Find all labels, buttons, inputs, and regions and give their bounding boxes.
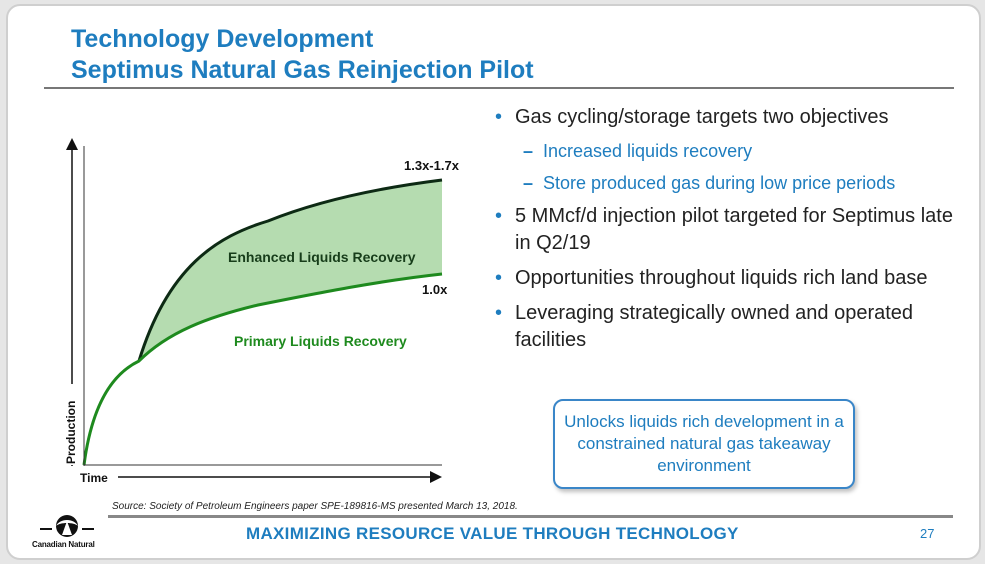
footer-tagline: MAXIMIZING RESOURCE VALUE THROUGH TECHNO… — [246, 524, 739, 543]
primary-multiplier-label: 1.0x — [422, 282, 448, 297]
y-axis-label: Production — [64, 401, 78, 464]
footer-divider — [108, 515, 953, 518]
primary-region-label: Primary Liquids Recovery — [234, 333, 407, 349]
callout-box: Unlocks liquids rich development in a co… — [553, 399, 855, 489]
bullet-list: • Gas cycling/storage targets two objecti… — [493, 104, 963, 362]
primary-recovery-line — [82, 272, 443, 466]
bullet-icon: • — [495, 302, 503, 324]
bullet-icon: • — [495, 267, 503, 289]
sub-bullet-text: Store produced gas during low price peri… — [543, 173, 896, 193]
recovery-chart: 1.3x-1.7x 1.0x Enhanced Liquids Recovery… — [64, 138, 460, 485]
slide-title: Technology Development — [71, 25, 374, 53]
bullet-item: • Opportunities throughout liquids rich l… — [493, 265, 963, 292]
slide-subtitle: Septimus Natural Gas Reinjection Pilot — [71, 56, 534, 84]
source-note: Source: Society of Petroleum Engineers p… — [112, 501, 518, 512]
enhanced-recovery-line — [137, 178, 443, 362]
page-number: 27 — [920, 526, 935, 541]
bullet-text: Gas cycling/storage targets two objectiv… — [515, 106, 889, 128]
bullet-text: Leveraging strategically owned and opera… — [515, 302, 914, 351]
enhanced-region-label: Enhanced Liquids Recovery — [228, 249, 416, 265]
logo-text: Canadian Natural — [32, 540, 95, 549]
sub-bullet-text: Increased liquids recovery — [543, 141, 753, 161]
sub-bullet-item: – Store produced gas during low price per… — [493, 171, 963, 195]
callout-text: Unlocks liquids rich development in a co… — [564, 412, 844, 475]
bullet-item: • Gas cycling/storage targets two objecti… — [493, 104, 963, 131]
bullet-item: • Leveraging strategically owned and oper… — [493, 300, 963, 354]
dash-icon: – — [523, 173, 534, 193]
bullet-icon: • — [495, 106, 503, 128]
slide: Technology Development Septimus Natural … — [6, 4, 981, 560]
enhanced-multiplier-label: 1.3x-1.7x — [404, 158, 460, 173]
bullet-text: 5 MMcf/d injection pilot targeted for Se… — [515, 205, 953, 254]
dash-icon: – — [523, 141, 534, 161]
bullet-text: Opportunities throughout liquids rich la… — [515, 267, 928, 289]
canadian-natural-logo-icon — [40, 515, 94, 537]
title-divider — [44, 87, 954, 89]
x-axis-label: Time — [80, 471, 108, 485]
logo: Canadian Natural — [32, 513, 118, 553]
sub-bullet-item: – Increased liquids recovery — [493, 139, 963, 163]
bullet-item: • 5 MMcf/d injection pilot targeted for S… — [493, 203, 963, 257]
bullet-icon: • — [495, 205, 503, 227]
